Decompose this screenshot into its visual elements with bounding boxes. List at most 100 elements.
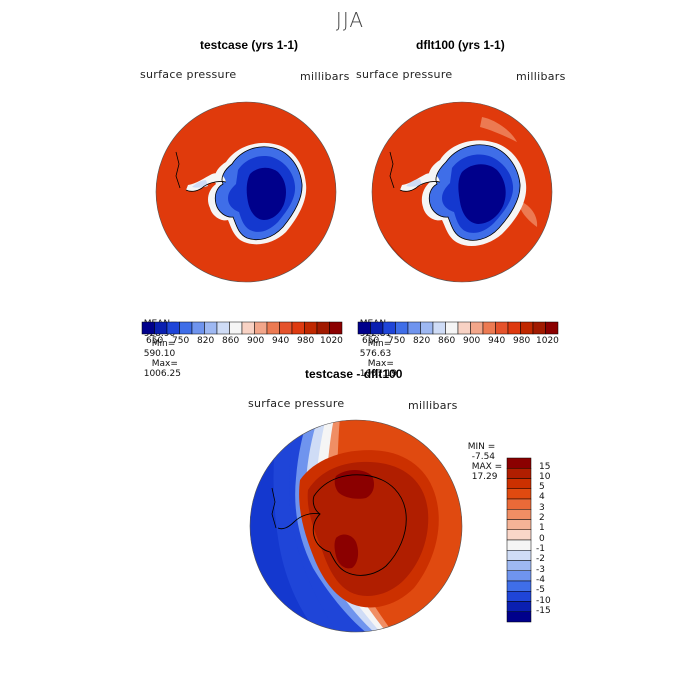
colorbar-swatch [506,509,532,520]
min-label: MIN = [467,442,496,452]
colorbar-swatch [470,321,484,335]
colorbar-swatch [445,321,459,335]
colorbar-tick: 980 [513,336,531,346]
colorbar-swatch [432,321,446,335]
colorbar-swatch [254,321,268,335]
colorbar-tick: 820 [197,336,215,346]
colorbar-tick: 2 [539,513,545,523]
colorbar-tick: 3 [539,503,545,513]
colorbar-swatch [495,321,509,335]
units-label: millibars [516,70,566,83]
colorbar-swatch [506,457,532,469]
polar-map-dflt100 [371,101,553,283]
colorbar-swatch [407,321,421,335]
colorbar-tick: -5 [536,585,545,595]
colorbar-swatch [166,321,180,335]
colorbar-swatch [304,321,318,335]
panel-title-testcase: testcase (yrs 1-1) [200,38,299,52]
colorbar-swatch [395,321,409,335]
colorbar-swatch [154,321,168,335]
colorbar-tick: 820 [413,336,431,346]
colorbar-swatch [229,321,243,335]
colorbar-tick: -1 [536,544,545,554]
colorbar-swatch [141,321,155,335]
colorbar-tick: 900 [463,336,481,346]
colorbar-tick: 5 [539,482,545,492]
colorbar-swatch [482,321,496,335]
colorbar-swatch [506,498,532,510]
max-value: 17.29 [471,472,498,482]
colorbar-swatch [506,591,532,602]
colorbar-swatch [506,601,532,612]
polar-map-testcase [155,101,337,283]
units-label: millibars [300,70,350,83]
colorbar-swatch [506,580,532,592]
colorbar-tick: 860 [438,336,456,346]
colorbar-swatch [506,488,532,500]
colorbar-tick: 1020 [536,336,559,346]
colorbar-ticks-dflt100: 650 750 820 860 900 940 980 1020 [358,336,559,348]
colorbar-tick: 0 [539,534,545,544]
colorbar-swatch [370,321,384,335]
colorbar-tick: 10 [539,472,551,482]
max-label: MAX = [471,462,503,472]
polar-map-difference [249,419,463,633]
colorbar-swatch [520,321,534,335]
variable-label: surface pressure [356,68,453,81]
colorbar-tick: 15 [539,462,551,472]
colorbar-difference [506,457,532,623]
max-value: 1007.19 [359,369,397,379]
colorbar-tick: 860 [222,336,240,346]
variable-label: surface pressure [140,68,237,81]
colorbar-tick: 980 [297,336,315,346]
colorbar-tick: 1020 [320,336,343,346]
colorbar-tick: 940 [272,336,290,346]
colorbar-swatch [506,550,532,561]
colorbar-tick: -2 [536,554,545,564]
colorbar-tick: -10 [536,596,551,606]
season-title: JJA [335,8,365,32]
colorbar-ticks-testcase: 650 750 820 860 900 940 980 1020 [142,336,343,348]
colorbar-swatch [216,321,230,335]
colorbar-testcase [141,321,343,335]
colorbar-swatch [532,321,546,335]
min-label: Min= [151,339,176,349]
colorbar-swatch [357,321,371,335]
colorbar-swatch [382,321,396,335]
colorbar-tick: 4 [539,492,545,502]
minmax-difference: MIN = -7.54 MAX = 17.29 [462,432,503,482]
colorbar-swatch [506,570,532,582]
colorbar-swatch [506,478,532,489]
colorbar-tick: 650 [362,336,380,346]
colorbar-ticks-difference: 15 10 5 4 3 2 1 0 -1 -2 -3 -4 -5 -10 -15 [536,458,576,628]
max-value: 1006.25 [143,369,181,379]
min-value: 590.10 [143,349,176,359]
colorbar-swatch [291,321,305,335]
colorbar-swatch [179,321,193,335]
colorbar-tick: -15 [536,606,551,616]
min-value: -7.54 [471,452,496,462]
colorbar-swatch [204,321,218,335]
panel-title-dflt100: dflt100 (yrs 1-1) [416,38,505,52]
colorbar-swatch [241,321,255,335]
colorbar-swatch [329,321,343,335]
max-label: Max= [151,359,178,369]
colorbar-dflt100 [357,321,559,335]
colorbar-swatch [420,321,434,335]
colorbar-swatch [545,321,559,335]
variable-label: surface pressure [248,397,345,410]
colorbar-tick: -4 [536,575,545,585]
colorbar-swatch [506,560,532,571]
max-label: Max= [367,359,394,369]
colorbar-tick: 750 [172,336,190,346]
min-label: Min= [367,339,392,349]
colorbar-swatch [316,321,330,335]
colorbar-swatch [191,321,205,335]
colorbar-swatch [279,321,293,335]
colorbar-tick: -3 [536,565,545,575]
colorbar-tick: 750 [388,336,406,346]
units-label: millibars [408,399,458,412]
colorbar-swatch [506,529,532,541]
colorbar-swatch [457,321,471,335]
colorbar-tick: 1 [539,523,545,533]
